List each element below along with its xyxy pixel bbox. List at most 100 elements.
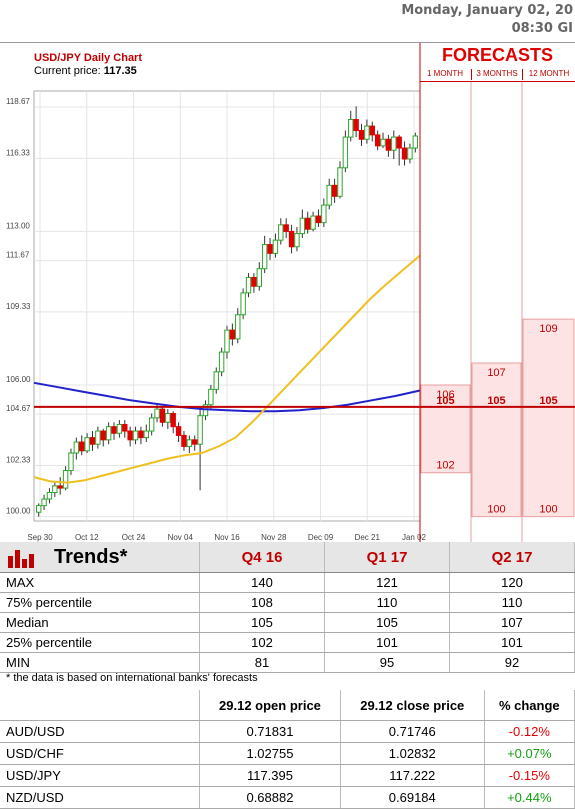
y-tick-label: 113.00 — [6, 221, 30, 230]
fx-pair: USD/CHF — [0, 742, 200, 765]
fx-open: 1.02755 — [199, 742, 341, 765]
date-block: Monday, January 02, 20 08:30 GI — [373, 2, 573, 38]
candle-body — [100, 430, 106, 441]
y-tick-label: 111.67 — [6, 251, 30, 260]
bar-chart-icon — [8, 550, 34, 569]
trends-value: 121 — [324, 572, 450, 593]
candle-body — [374, 134, 381, 147]
x-tick-label: Oct 12 — [75, 533, 99, 542]
y-tick-label: 118.67 — [6, 97, 30, 106]
candle-body — [197, 415, 203, 445]
candle-body — [331, 184, 338, 197]
candle-body — [170, 413, 176, 428]
candle-body — [369, 125, 375, 136]
candle-body — [68, 452, 74, 472]
candle-body — [79, 441, 85, 452]
fx-pair: AUD/USD — [0, 720, 200, 743]
fx-close: 0.69184 — [340, 786, 485, 809]
trends-title: Trends* — [54, 545, 128, 568]
candle-body — [256, 268, 262, 287]
candle-body — [391, 136, 397, 151]
fx-pair: USD/JPY — [0, 764, 200, 787]
candle-body — [353, 119, 359, 131]
candle-body — [272, 239, 279, 254]
table-row: MAX 140 121 120 — [0, 572, 575, 593]
candle-body — [267, 244, 273, 254]
candle-body — [407, 147, 413, 160]
trends-value: 108 — [199, 592, 325, 613]
fx-pair: NZD/USD — [0, 786, 200, 809]
candle-body — [310, 215, 316, 230]
fx-change: +0.07% — [484, 742, 575, 765]
candle-body — [35, 505, 42, 513]
x-tick-label: Nov 04 — [168, 533, 194, 542]
candle-body — [229, 329, 236, 340]
candle-body — [288, 230, 295, 248]
trends-value: 102 — [199, 632, 325, 653]
candle-body — [245, 276, 252, 294]
candle-body — [294, 233, 300, 248]
trends-value: 107 — [449, 612, 575, 633]
trends-row-label: Median — [0, 612, 200, 633]
candle-body — [261, 244, 268, 270]
candle-body — [181, 434, 187, 447]
candle-body — [358, 129, 365, 140]
fx-table: 29.12 open price 29.12 close price % cha… — [0, 690, 575, 809]
candle-body — [138, 430, 144, 439]
fx-open: 117.395 — [199, 764, 341, 787]
candle-body — [240, 292, 246, 316]
candle-body — [186, 439, 193, 447]
x-tick-label: Dec 09 — [308, 533, 334, 542]
y-tick-label: 102.33 — [6, 455, 31, 464]
candle-body — [105, 426, 112, 441]
candle-body — [401, 147, 408, 160]
moving-average-blue — [33, 381, 421, 413]
candle-body — [122, 423, 128, 432]
trends-value: 105 — [324, 612, 450, 633]
forecasts-title: FORECASTS — [441, 45, 553, 65]
candle-body — [278, 224, 284, 241]
trends-value: 110 — [324, 592, 450, 613]
forecast-col-1month: 1 MONTH — [427, 69, 463, 78]
forecast-median-label: 105 — [539, 395, 557, 407]
candle-body — [73, 441, 80, 454]
fx-header-row: 29.12 open price 29.12 close price % cha… — [0, 690, 575, 721]
forecasts-header: FORECASTS 1 MONTH 3 MONTHS 12 MONTH — [420, 43, 575, 82]
forecast-median-label: 105 — [436, 395, 454, 407]
candle-body — [305, 217, 311, 230]
trends-period-q4-16: Q4 16 — [199, 542, 325, 573]
trends-value: 101 — [449, 632, 575, 653]
y-tick-label: 116.33 — [6, 148, 30, 157]
fx-open: 0.71831 — [199, 720, 341, 743]
candle-body — [159, 408, 166, 423]
candle-body — [208, 388, 214, 406]
current-price-label: Current price: — [34, 65, 101, 77]
forecast-low-label: 102 — [436, 460, 454, 472]
table-row: NZD/USD 0.68882 0.69184 +0.44% — [0, 786, 575, 809]
y-tick-label: 109.33 — [6, 302, 31, 311]
trends-value: 92 — [449, 652, 575, 673]
fx-change: -0.12% — [484, 720, 575, 743]
header-date: Monday, January 02, 20 — [401, 3, 573, 18]
trends-footnote: * the data is based on international ban… — [6, 672, 258, 684]
candle-body — [315, 215, 322, 224]
header-time: 08:30 GI — [511, 21, 573, 36]
candle-body — [396, 136, 402, 149]
candle-body — [46, 491, 53, 500]
x-tick-label: Jan 02 — [402, 533, 427, 542]
fx-close: 1.02832 — [340, 742, 485, 765]
candle-body — [213, 371, 219, 390]
trends-value: 140 — [199, 572, 325, 593]
candle-body — [41, 498, 47, 507]
trends-value: 105 — [199, 612, 325, 633]
forecast-range-box — [471, 362, 522, 518]
candle-body — [283, 224, 289, 232]
fx-open: 0.68882 — [199, 786, 341, 809]
table-row: 25% percentile 102 101 101 — [0, 632, 575, 653]
fx-close: 0.71746 — [340, 720, 485, 743]
y-tick-label: 100.00 — [6, 507, 31, 516]
x-tick-label: Nov 28 — [261, 533, 287, 542]
candle-body — [116, 423, 123, 434]
candle-body — [299, 217, 306, 235]
table-row: USD/JPY 117.395 117.222 -0.15% — [0, 764, 575, 787]
